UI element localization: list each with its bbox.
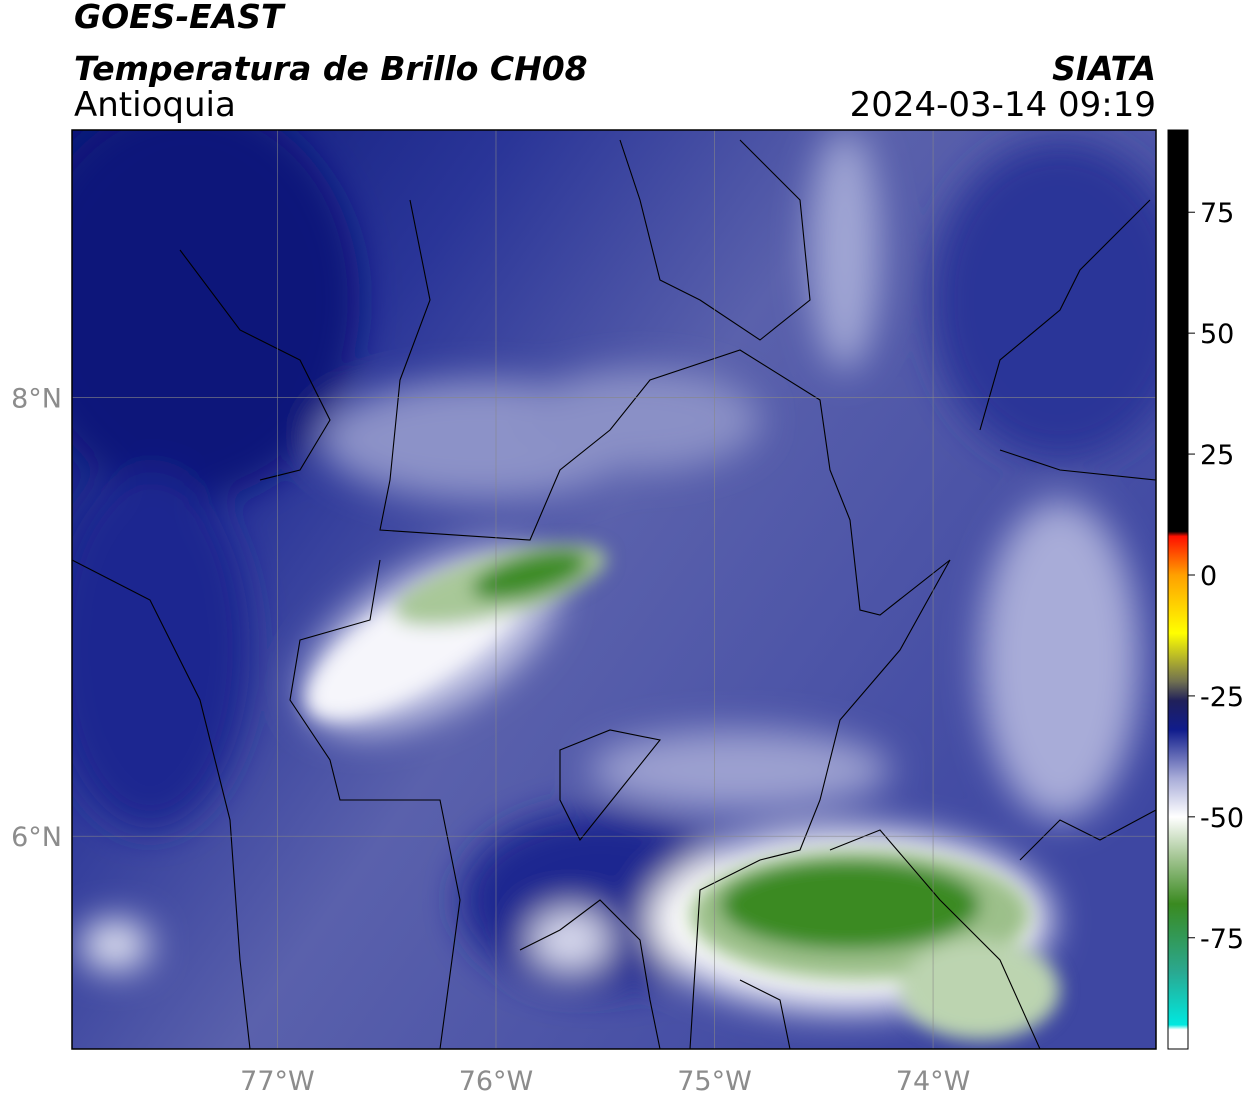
product-title: Temperatura de Brillo CH08: [74, 49, 588, 88]
x-tick-label: 75°W: [677, 1066, 752, 1097]
x-tick-label: 77°W: [240, 1066, 315, 1097]
satellite-title: GOES-EAST: [74, 0, 286, 36]
region-label: Antioquia: [74, 85, 236, 125]
datetime-label: 2024-03-14 09:19: [850, 85, 1156, 125]
source-label: SIATA: [1052, 49, 1156, 88]
x-tick-label: 76°W: [459, 1066, 534, 1097]
borders: [72, 139, 1156, 1049]
colorbar-tick-label: 75: [1200, 198, 1234, 229]
colorbar-tick-label: -50: [1200, 803, 1244, 834]
satellite-image: [72, 130, 1156, 1049]
x-tick-label: 74°W: [896, 1066, 971, 1097]
y-tick-label: 8°N: [11, 384, 62, 415]
map-frame: [71, 129, 1157, 1050]
colorbar-tick-label: -75: [1200, 924, 1244, 955]
colorbar-tick-label: 25: [1200, 440, 1234, 471]
colorbar-tick-label: 0: [1200, 561, 1217, 592]
colorbar-tick-label: 50: [1200, 319, 1234, 350]
grid: [72, 130, 1156, 1049]
colorbar: [1167, 129, 1189, 1050]
colorbar-tick-label: -25: [1200, 682, 1244, 713]
y-tick-label: 6°N: [11, 822, 62, 853]
